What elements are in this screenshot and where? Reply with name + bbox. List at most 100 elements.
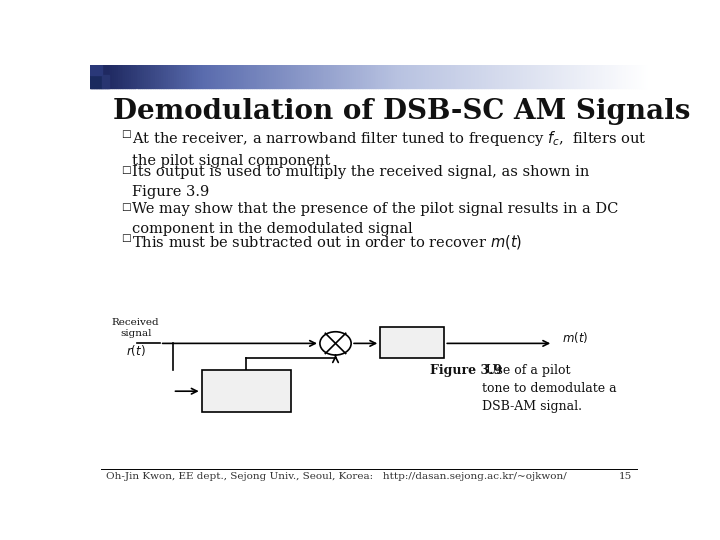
Bar: [544, 65, 546, 87]
Text: $r(t)$: $r(t)$: [126, 343, 145, 359]
Bar: [527, 65, 529, 87]
Text: Its output is used to multiply the received signal, as shown in
Figure 3.9: Its output is used to multiply the recei…: [132, 165, 589, 199]
Text: □: □: [121, 165, 130, 174]
Bar: [129, 65, 131, 87]
Bar: [613, 65, 615, 87]
Bar: [90, 65, 102, 75]
Bar: [226, 65, 228, 87]
Bar: [395, 65, 397, 87]
Bar: [639, 65, 641, 87]
Bar: [400, 65, 402, 87]
Bar: [248, 65, 250, 87]
Text: Figure 3.9: Figure 3.9: [431, 364, 503, 377]
Bar: [215, 65, 217, 87]
Bar: [166, 65, 168, 87]
Bar: [520, 65, 521, 87]
Bar: [387, 65, 390, 87]
Bar: [436, 65, 438, 87]
Bar: [324, 65, 326, 87]
Bar: [352, 65, 354, 87]
Bar: [415, 65, 418, 87]
Bar: [341, 65, 343, 87]
Bar: [213, 65, 215, 87]
Bar: [220, 65, 222, 87]
Bar: [453, 65, 454, 87]
Bar: [475, 65, 477, 87]
Bar: [588, 65, 590, 87]
Bar: [495, 65, 498, 87]
Bar: [536, 65, 539, 87]
Bar: [246, 65, 248, 87]
Bar: [481, 65, 482, 87]
Text: Lowpass: Lowpass: [387, 329, 438, 342]
Bar: [243, 65, 244, 87]
Bar: [552, 65, 553, 87]
Bar: [237, 65, 239, 87]
Bar: [428, 65, 431, 87]
Bar: [138, 65, 140, 87]
Bar: [135, 65, 137, 87]
Bar: [555, 65, 557, 87]
Bar: [209, 65, 211, 87]
Bar: [440, 65, 441, 87]
Bar: [310, 65, 311, 87]
Bar: [199, 65, 202, 87]
Bar: [390, 65, 392, 87]
Bar: [298, 65, 300, 87]
Bar: [534, 65, 536, 87]
Bar: [258, 65, 259, 87]
Bar: [583, 65, 585, 87]
Bar: [633, 65, 635, 87]
Bar: [313, 65, 315, 87]
Bar: [125, 65, 127, 87]
Bar: [124, 65, 125, 87]
Bar: [546, 65, 548, 87]
Bar: [256, 65, 258, 87]
Bar: [358, 65, 360, 87]
Bar: [105, 65, 107, 87]
Bar: [577, 65, 579, 87]
Bar: [598, 65, 600, 87]
Bar: [339, 65, 341, 87]
Bar: [285, 65, 287, 87]
Bar: [198, 65, 199, 87]
Bar: [469, 65, 472, 87]
Bar: [399, 65, 400, 87]
Bar: [518, 65, 520, 87]
Bar: [90, 65, 92, 87]
Bar: [472, 65, 473, 87]
Bar: [593, 65, 594, 87]
Bar: [284, 65, 285, 87]
Bar: [386, 65, 387, 87]
Bar: [261, 65, 263, 87]
Bar: [549, 65, 552, 87]
Bar: [462, 65, 464, 87]
Bar: [377, 65, 378, 87]
Bar: [516, 65, 518, 87]
Bar: [343, 65, 345, 87]
Bar: [163, 65, 164, 87]
Bar: [427, 65, 428, 87]
Bar: [539, 65, 540, 87]
Bar: [447, 65, 449, 87]
Bar: [616, 65, 618, 87]
Bar: [145, 65, 148, 87]
Bar: [235, 65, 237, 87]
Bar: [402, 65, 405, 87]
Bar: [304, 65, 306, 87]
Bar: [512, 65, 514, 87]
Bar: [425, 65, 427, 87]
Bar: [96, 65, 97, 87]
Bar: [451, 65, 453, 87]
Text: Oh-Jin Kwon, EE dept., Sejong Univ., Seoul, Korea:   http://dasan.sejong.ac.kr/~: Oh-Jin Kwon, EE dept., Sejong Univ., Seo…: [106, 472, 567, 481]
Bar: [405, 65, 406, 87]
Bar: [460, 65, 462, 87]
Bar: [148, 65, 150, 87]
Bar: [635, 65, 637, 87]
Bar: [291, 65, 293, 87]
Bar: [361, 65, 364, 87]
Bar: [170, 65, 172, 87]
Bar: [585, 65, 587, 87]
Bar: [600, 65, 601, 87]
Bar: [564, 65, 566, 87]
